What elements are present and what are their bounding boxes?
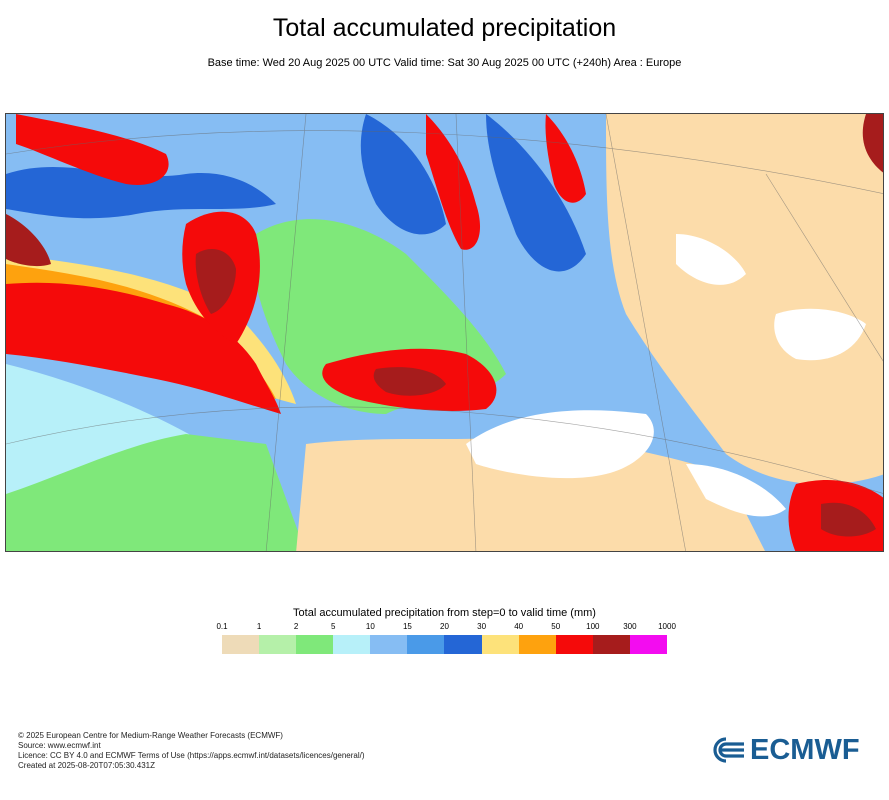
finland-red-band bbox=[545, 114, 586, 203]
north-africa-dry-land bbox=[296, 434, 765, 551]
map-subtitle: Base time: Wed 20 Aug 2025 00 UTC Valid … bbox=[207, 57, 682, 69]
legend-tick-label: 2 bbox=[293, 622, 299, 631]
map-canvas bbox=[6, 114, 883, 551]
atlantic-dark-core bbox=[195, 249, 236, 314]
legend-swatch bbox=[407, 635, 445, 654]
black-sea-area bbox=[676, 234, 746, 285]
footer-licence: Licence: CC BY 4.0 and ECMWF Terms of Us… bbox=[18, 751, 365, 760]
legend-ticks: 0.1 1 2 5 10 15 20 30 40 50 100 300 1000 bbox=[216, 622, 675, 634]
legend-tick-label: 10 bbox=[365, 622, 375, 631]
ecmwf-swirl-icon bbox=[713, 737, 744, 763]
legend-tick-label: 100 bbox=[586, 622, 600, 631]
ecmwf-logo: ECMWF bbox=[706, 733, 876, 767]
precip-band-blue bbox=[6, 166, 276, 219]
copyright-footer: © 2025 European Centre for Medium-Range … bbox=[18, 731, 365, 771]
legend-swatch bbox=[518, 635, 556, 654]
west-dark-core bbox=[6, 214, 51, 267]
legend-tick-label: 1 bbox=[256, 622, 262, 631]
red-sea-area bbox=[686, 464, 786, 517]
legend-colorbar bbox=[222, 635, 667, 654]
southeast-dark-core bbox=[821, 502, 876, 537]
legend-tick-label: 50 bbox=[551, 622, 561, 631]
scandinavia-blue bbox=[360, 114, 446, 235]
caspian-sea-area bbox=[774, 308, 866, 361]
legend-swatch bbox=[222, 635, 260, 654]
page-title: Total accumulated precipitation bbox=[272, 14, 617, 42]
legend-swatch bbox=[481, 635, 519, 654]
legend-tick-label: 0.1 bbox=[216, 622, 228, 631]
ecmwf-logo-text: ECMWF bbox=[750, 733, 860, 766]
legend-swatch bbox=[296, 635, 334, 654]
legend-swatch bbox=[333, 635, 371, 654]
legend-swatch bbox=[444, 635, 482, 654]
legend-swatch bbox=[592, 635, 630, 654]
baltic-blue bbox=[486, 114, 586, 272]
norway-red-band bbox=[426, 114, 481, 250]
legend-tick-label: 1000 bbox=[658, 622, 676, 631]
graticule bbox=[6, 114, 883, 551]
north-red-band bbox=[16, 114, 169, 185]
footer-created: Created at 2025-08-20T07:05:30.431Z bbox=[18, 761, 155, 770]
alps-dark-core bbox=[373, 367, 446, 396]
ocean-green-region bbox=[6, 434, 306, 551]
legend-tick-label: 5 bbox=[331, 622, 336, 631]
legend-tick-label: 20 bbox=[440, 622, 449, 631]
eastern-dry-land bbox=[606, 114, 883, 485]
legend-swatch bbox=[555, 635, 593, 654]
atlantic-red-band bbox=[6, 282, 281, 414]
legend-tick-label: 40 bbox=[514, 622, 524, 631]
northeast-dark-core bbox=[862, 114, 883, 173]
legend-tick-label: 300 bbox=[623, 622, 637, 631]
footer-copyright: © 2025 European Centre for Medium-Range … bbox=[18, 731, 283, 740]
legend-tick-label: 30 bbox=[477, 622, 487, 631]
legend-swatch bbox=[259, 635, 297, 654]
legend-title: Total accumulated precipitation from ste… bbox=[293, 607, 596, 619]
legend-swatch bbox=[370, 635, 408, 654]
legend-swatch bbox=[629, 635, 667, 654]
mediterranean-sea bbox=[466, 410, 654, 479]
footer-source: Source: www.ecmwf.int bbox=[18, 741, 101, 750]
legend-tick-label: 15 bbox=[402, 622, 412, 631]
precipitation-map[interactable] bbox=[5, 113, 884, 552]
